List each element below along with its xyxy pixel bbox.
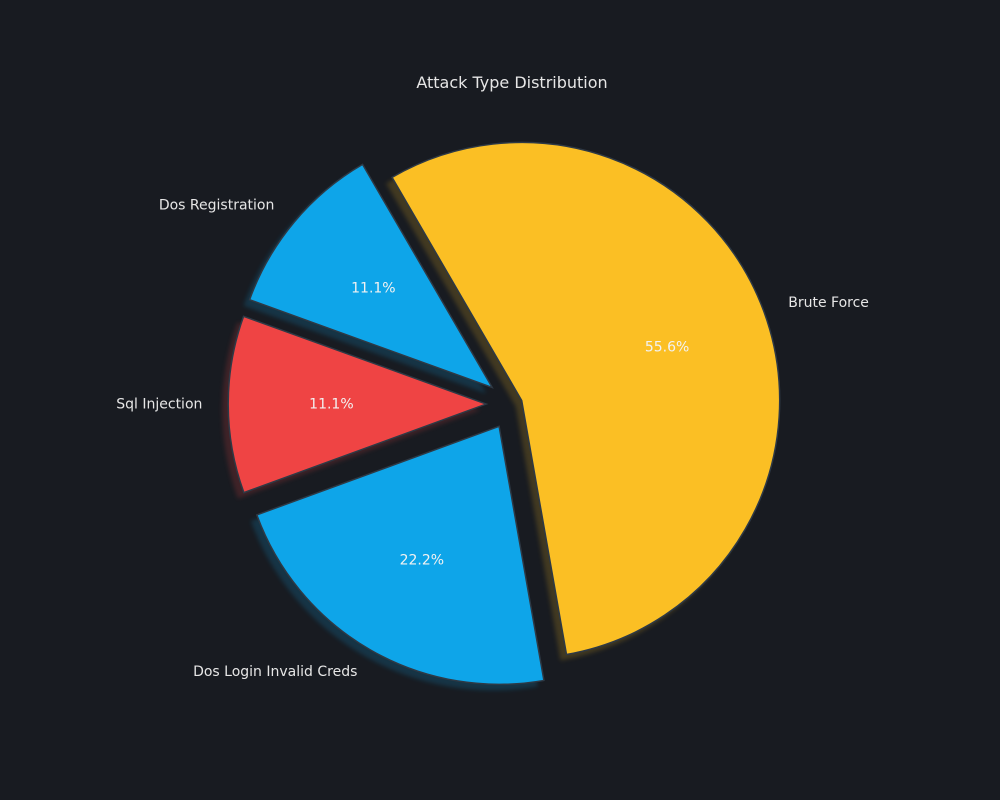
- slice-label-dos-login-invalid-creds: Dos Login Invalid Creds: [193, 664, 357, 680]
- slice-layer: [227, 141, 781, 686]
- percent-label-dos-login-invalid-creds: 22.2%: [400, 552, 444, 568]
- slice-label-dos-registration: Dos Registration: [159, 198, 275, 214]
- percent-label-brute-force: 55.6%: [645, 339, 689, 355]
- chart-title: Attack Type Distribution: [416, 73, 607, 92]
- percent-label-dos-registration: 11.1%: [351, 280, 395, 296]
- pie-slice-dos-login-invalid-creds: [255, 425, 545, 686]
- pie-slice-brute-force: [391, 141, 781, 656]
- label-layer: Brute Force 55.6% Dos Registration 11.1% Sql…: [116, 198, 869, 681]
- slice-label-brute-force: Brute Force: [788, 295, 869, 311]
- slice-label-sql-injection: Sql Injection: [116, 397, 202, 413]
- pie-slice-dos-registration: [248, 163, 494, 389]
- pie-slice-sql-injection: [227, 315, 489, 494]
- percent-label-sql-injection: 11.1%: [309, 396, 353, 412]
